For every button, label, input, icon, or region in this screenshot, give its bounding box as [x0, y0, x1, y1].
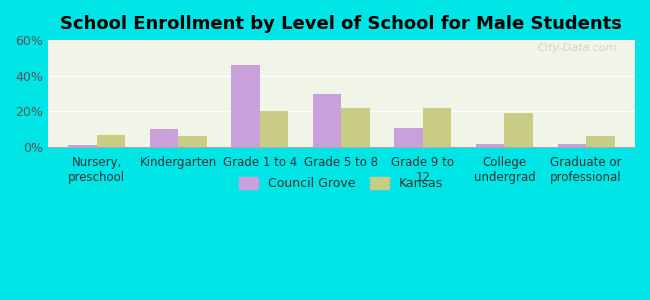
Bar — [504, 113, 533, 147]
Bar — [395, 128, 423, 147]
Bar — [313, 94, 341, 147]
Legend: Council Grove, Kansas: Council Grove, Kansas — [233, 171, 450, 196]
Title: School Enrollment by Level of School for Male Students: School Enrollment by Level of School for… — [60, 15, 622, 33]
Bar — [178, 136, 207, 147]
Bar — [558, 145, 586, 147]
Bar — [476, 144, 504, 147]
Bar — [150, 129, 178, 147]
Bar — [423, 108, 452, 147]
Bar — [68, 145, 97, 147]
Bar — [260, 112, 289, 147]
Bar — [231, 65, 260, 147]
Bar — [97, 135, 125, 147]
Bar — [586, 136, 615, 147]
Text: City-Data.com: City-Data.com — [538, 43, 617, 53]
Bar — [341, 108, 370, 147]
